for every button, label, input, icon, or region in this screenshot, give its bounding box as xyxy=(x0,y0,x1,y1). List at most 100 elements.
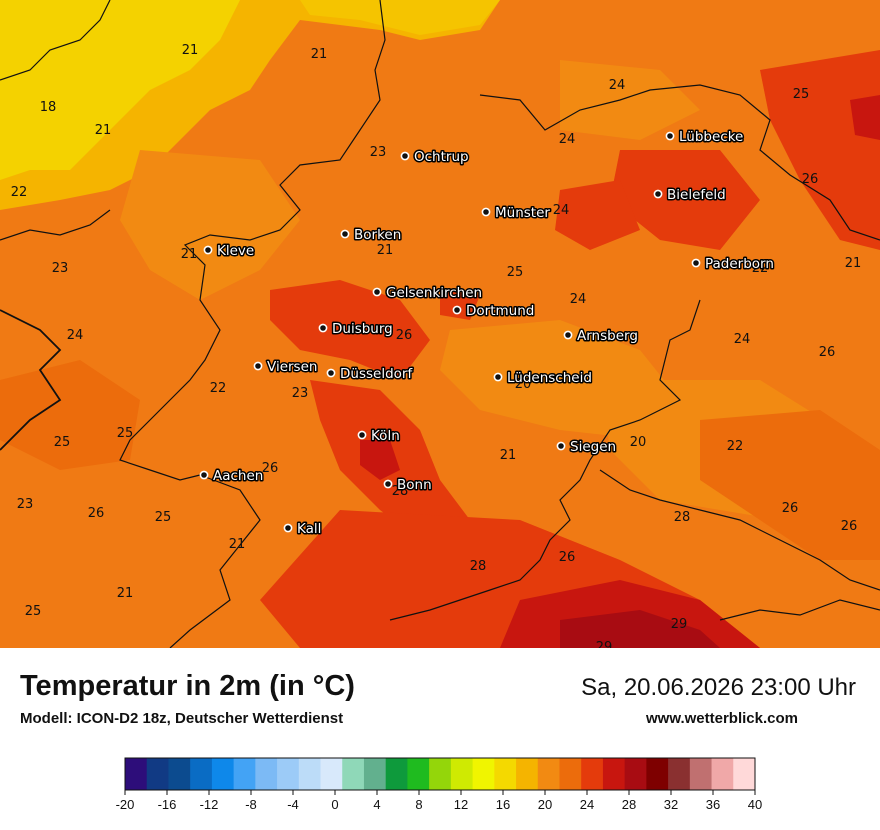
city-label: Düsseldorf xyxy=(340,366,413,382)
temperature-value: 25 xyxy=(54,435,71,450)
legend-swatch xyxy=(168,758,191,790)
temperature-value: 26 xyxy=(262,461,279,476)
city-label: Lübbecke xyxy=(679,129,743,145)
legend-tick-label: -12 xyxy=(200,797,219,812)
legend-swatch xyxy=(711,758,734,790)
legend-swatch xyxy=(450,758,474,790)
city-duisburg[interactable]: Duisburg xyxy=(318,320,394,339)
temperature-value: 29 xyxy=(596,640,613,648)
city-dot xyxy=(340,229,350,239)
temperature-value: 18 xyxy=(40,100,57,115)
temperature-value: 23 xyxy=(292,386,309,401)
city-dot xyxy=(691,258,701,268)
borders xyxy=(0,0,880,648)
legend-swatch xyxy=(255,758,278,790)
legend-tick-label: 20 xyxy=(538,797,552,812)
city-markers: Lübbecke Ochtrup Bielefeld Münster Borken Kle… xyxy=(199,128,775,539)
city-label: Köln xyxy=(371,428,400,444)
city-dortmund[interactable]: Dortmund xyxy=(452,302,536,321)
legend-swatch xyxy=(429,758,452,790)
city-bonn[interactable]: Bonn xyxy=(383,476,433,495)
city-kall[interactable]: Kall xyxy=(283,520,323,539)
city-borken[interactable]: Borken xyxy=(340,226,403,245)
city-paderborn[interactable]: Paderborn xyxy=(691,255,775,274)
city-label: Dortmund xyxy=(466,303,534,319)
legend-tick-label: 24 xyxy=(580,797,594,812)
temperature-value: 21 xyxy=(500,448,517,463)
city-arnsberg[interactable]: Arnsberg xyxy=(563,327,639,346)
city-köln[interactable]: Köln xyxy=(357,427,401,446)
city-viersen[interactable]: Viersen xyxy=(253,358,319,377)
legend-tick-label: -16 xyxy=(158,797,177,812)
color-legend: -20 -16 -12 -8 -4 0 4 8 12 16 20 24 28 32 36 40 xyxy=(116,757,762,812)
city-lübbecke[interactable]: Lübbecke xyxy=(665,128,745,147)
temperature-value: 24 xyxy=(609,78,626,93)
legend-swatch xyxy=(581,758,604,790)
city-gelsenkirchen[interactable]: Gelsenkirchen xyxy=(372,284,484,303)
temperature-value: 25 xyxy=(155,510,172,525)
temperature-value: 26 xyxy=(88,506,105,521)
temperature-value: 21 xyxy=(845,256,862,271)
city-dot xyxy=(253,361,263,371)
model-info: Modell: ICON-D2 18z, Deutscher Wetterdie… xyxy=(20,710,344,727)
city-label: Bielefeld xyxy=(667,187,726,203)
temperature-value: 26 xyxy=(782,501,799,516)
city-label: Lüdenscheid xyxy=(507,370,592,386)
city-label: Borken xyxy=(354,227,401,243)
city-münster[interactable]: Münster xyxy=(481,204,552,223)
value-labels: 21 21 18 21 24 25 24 23 26 22 24 21 21 22 21 23 25 24 24 26… xyxy=(11,43,862,648)
city-label: Bonn xyxy=(397,477,432,493)
city-label: Kleve xyxy=(217,243,254,259)
city-kleve[interactable]: Kleve xyxy=(203,242,256,261)
legend-swatch xyxy=(602,758,626,790)
city-bielefeld[interactable]: Bielefeld xyxy=(653,186,727,205)
city-dot xyxy=(665,131,675,141)
legend-border xyxy=(124,757,756,791)
city-dot xyxy=(318,323,328,333)
legend-tick-label: -20 xyxy=(116,797,135,812)
city-ochtrup[interactable]: Ochtrup xyxy=(400,148,470,167)
legend-swatch xyxy=(624,758,647,790)
temperature-value: 26 xyxy=(559,550,576,565)
legend-swatch xyxy=(494,758,517,790)
temperature-map[interactable]: 21 21 18 21 24 25 24 23 26 22 24 21 21 22 21 23 25 24 24 26… xyxy=(0,0,880,648)
temperature-value: 26 xyxy=(802,172,819,187)
temperature-value: 24 xyxy=(570,292,587,307)
legend-tick-label: 40 xyxy=(748,797,762,812)
city-label: Paderborn xyxy=(705,256,774,272)
temperature-value: 23 xyxy=(52,261,69,276)
city-dot xyxy=(653,189,663,199)
temperature-value: 20 xyxy=(630,435,647,450)
legend-tick-label: 28 xyxy=(622,797,636,812)
legend-swatch xyxy=(190,758,213,790)
city-lüdenscheid[interactable]: Lüdenscheid xyxy=(493,369,593,388)
legend-tick-label: 32 xyxy=(664,797,678,812)
temperature-value: 21 xyxy=(117,586,134,601)
temperature-value: 23 xyxy=(370,145,387,160)
temperature-value: 28 xyxy=(470,559,487,574)
map-title: Temperatur in 2m (in °C) xyxy=(20,670,355,702)
temperature-value: 21 xyxy=(229,537,246,552)
city-dot xyxy=(556,441,566,451)
temperature-value: 25 xyxy=(117,426,134,441)
legend-tick-label: 4 xyxy=(373,797,380,812)
temperature-value: 24 xyxy=(553,203,570,218)
city-aachen[interactable]: Aachen xyxy=(199,467,265,486)
legend-swatch xyxy=(559,758,582,790)
city-dot xyxy=(493,372,503,382)
legend-swatch xyxy=(363,758,387,790)
city-dot xyxy=(203,245,213,255)
city-dot xyxy=(199,470,209,480)
city-label: Gelsenkirchen xyxy=(386,285,482,301)
city-dot xyxy=(563,330,573,340)
temperature-value: 21 xyxy=(182,43,199,58)
city-siegen[interactable]: Siegen xyxy=(556,438,618,457)
website-link[interactable]: www.wetterblick.com xyxy=(646,710,798,727)
temperature-value: 25 xyxy=(793,87,810,102)
legend-swatch xyxy=(516,758,539,790)
city-düsseldorf[interactable]: Düsseldorf xyxy=(326,365,415,384)
legend-swatch xyxy=(298,758,322,790)
temperature-value: 29 xyxy=(671,617,688,632)
city-label: Duisburg xyxy=(332,321,393,337)
legend-swatch xyxy=(407,758,430,790)
